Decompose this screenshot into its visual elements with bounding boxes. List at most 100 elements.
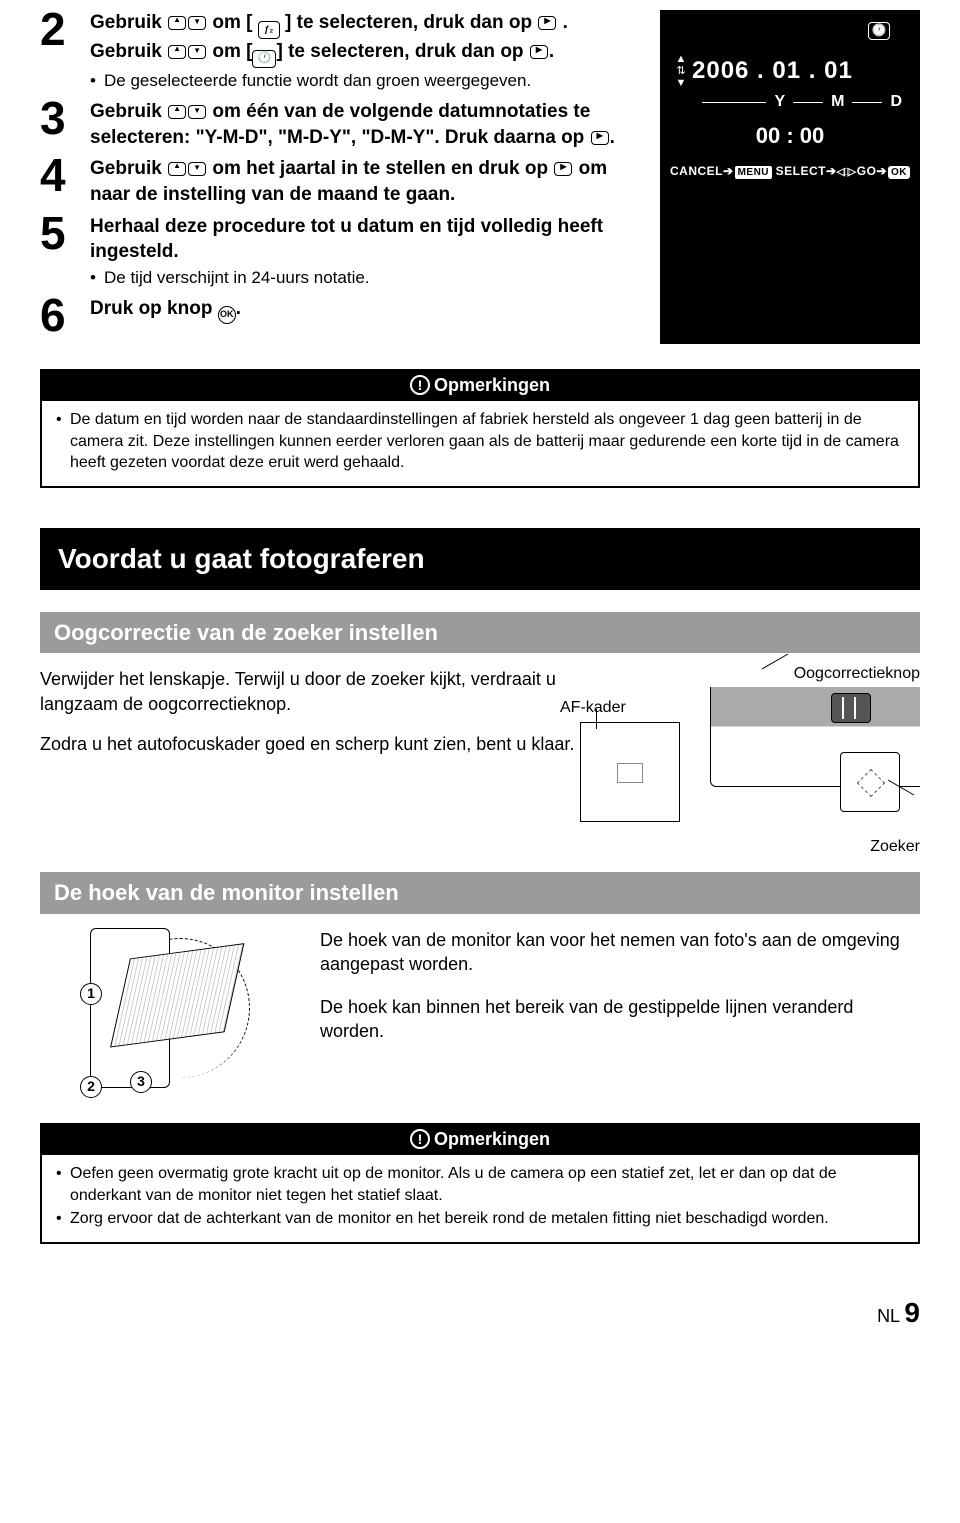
m: M xyxy=(831,91,844,113)
notes-2-banner: ! Opmerkingen xyxy=(40,1123,920,1155)
down-icon xyxy=(188,16,206,30)
step-5-body: Herhaal deze procedure tot u datum en ti… xyxy=(90,214,640,290)
notes-1-body: De datum en tijd worden naar de standaar… xyxy=(40,401,920,488)
up-icon xyxy=(168,162,186,176)
t: GO xyxy=(857,164,877,178)
oog-p1: Verwijder het lenskapje. Terwijl u door … xyxy=(40,667,600,716)
clock-icon: 🕐 xyxy=(868,22,890,40)
t: . xyxy=(549,41,554,62)
t: . xyxy=(236,298,241,319)
label-af: AF-kader xyxy=(560,697,626,719)
lcd-go: GO➔OK xyxy=(857,163,910,180)
camera-illustration xyxy=(710,687,920,787)
step-num-4: 4 xyxy=(40,152,90,198)
callout-2: 2 xyxy=(80,1076,102,1098)
label-oogcorrectie: Oogcorrectieknop xyxy=(794,663,920,685)
camera-screen-icon xyxy=(110,943,244,1047)
lcd-select: SELECT➔◁□▷ xyxy=(776,163,854,180)
dpad-icon: ◁□▷ xyxy=(837,165,855,180)
oog-diagram: Oogcorrectieknop AF-kader Zoeker xyxy=(620,667,920,857)
af-frame-icon xyxy=(580,722,680,822)
t: CANCEL xyxy=(670,164,723,178)
lang-label: NL xyxy=(877,1306,899,1326)
oog-text: Verwijder het lenskapje. Terwijl u door … xyxy=(40,667,600,772)
notes-2-item-2: Zorg ervoor dat de achterkant van de mon… xyxy=(56,1208,904,1230)
t: om [ xyxy=(212,12,257,33)
up-icon xyxy=(168,16,186,30)
ok-icon: OK xyxy=(888,166,910,180)
y: Y xyxy=(774,91,785,113)
t: Druk op knop xyxy=(90,298,218,319)
callout-1: 1 xyxy=(80,983,102,1005)
warning-icon: ! xyxy=(410,375,430,395)
monitor-row: 1 2 3 De hoek van de monitor kan voor he… xyxy=(40,928,920,1098)
step-4: 4 Gebruik om het jaartal in te stellen e… xyxy=(40,156,640,207)
step-5: 5 Herhaal deze procedure tot u datum en … xyxy=(40,214,640,290)
step-num-2: 2 xyxy=(40,6,90,52)
steps-region: 2 Gebruik om [ ƒ₂ ] te selecteren, druk … xyxy=(40,10,920,344)
right-icon xyxy=(538,16,556,30)
t: Gebruik xyxy=(90,12,167,33)
step-3-main: Gebruik om één van de volgende datumnota… xyxy=(90,99,640,150)
af-inner xyxy=(617,763,643,783)
notes-1-label: Opmerkingen xyxy=(434,373,550,397)
callout-3: 3 xyxy=(130,1071,152,1093)
notes-2: ! Opmerkingen Oefen geen overmatig grote… xyxy=(40,1123,920,1244)
notes-1: ! Opmerkingen De datum en tijd worden na… xyxy=(40,369,920,488)
updown-icon: ▲⇅▼ xyxy=(670,53,692,89)
page-footer: NL 9 xyxy=(40,1294,920,1332)
step-num-6: 6 xyxy=(40,292,90,338)
t: ] te selecteren, druk dan op xyxy=(280,12,538,33)
oog-p2: Zodra u het autofocuskader goed en scher… xyxy=(40,732,600,756)
lcd-footer: CANCEL➔MENU SELECT➔◁□▷ GO➔OK xyxy=(670,163,910,180)
step-2: 2 Gebruik om [ ƒ₂ ] te selecteren, druk … xyxy=(40,10,640,93)
step-3: 3 Gebruik om één van de volgende datumno… xyxy=(40,99,640,150)
step-6-main: Druk op knop OK. xyxy=(90,296,640,324)
t: om [ xyxy=(212,41,252,62)
warning-icon: ! xyxy=(410,1129,430,1149)
t: Gebruik xyxy=(90,101,167,122)
wrench-sq-icon: ƒ₂ xyxy=(258,21,280,39)
label-zoeker: Zoeker xyxy=(870,836,920,858)
step-5-sub: De tijd verschijnt in 24-uurs notatie. xyxy=(90,267,640,290)
step-2-sub: De geselecteerde functie wordt dan groen… xyxy=(90,70,640,93)
mon-p1: De hoek van de monitor kan voor het neme… xyxy=(320,928,920,977)
page-number: 9 xyxy=(904,1297,920,1328)
up-icon xyxy=(168,45,186,59)
step-2-main: Gebruik om [ ƒ₂ ] te selecteren, druk da… xyxy=(90,10,640,68)
lcd-date: 2006 . 01 . 01 xyxy=(692,55,853,87)
step-5-main: Herhaal deze procedure tot u datum en ti… xyxy=(90,214,640,265)
step-3-body: Gebruik om één van de volgende datumnota… xyxy=(90,99,640,150)
mon-p2: De hoek kan binnen het bereik van de ges… xyxy=(320,995,920,1044)
lcd-top: 🕐 xyxy=(670,18,910,41)
lcd-cancel: CANCEL➔MENU xyxy=(670,163,773,180)
notes-2-item-1: Oefen geen overmatig grote kracht uit op… xyxy=(56,1163,904,1206)
lcd-preview: 🕐 ▲⇅▼ 2006 . 01 . 01 Y M D 00 : 00 CANCE… xyxy=(660,10,920,344)
diopter-knob-icon xyxy=(831,693,871,723)
oog-row: Verwijder het lenskapje. Terwijl u door … xyxy=(40,667,920,857)
t: . xyxy=(610,127,615,148)
t: om het jaartal in te stellen en druk op xyxy=(212,158,553,179)
up-icon xyxy=(168,105,186,119)
monitor-text: De hoek van de monitor kan voor het neme… xyxy=(320,928,920,1061)
down-icon xyxy=(188,45,206,59)
lcd-ymd-row: Y M D xyxy=(670,91,910,113)
step-6-body: Druk op knop OK. xyxy=(90,296,640,324)
d: D xyxy=(890,91,902,113)
step-num-3: 3 xyxy=(40,95,90,141)
notes-1-item: De datum en tijd worden naar de standaar… xyxy=(56,409,904,474)
notes-2-label: Opmerkingen xyxy=(434,1127,550,1151)
down-icon xyxy=(188,162,206,176)
subsection-oog: Oogcorrectie van de zoeker instellen xyxy=(40,612,920,654)
step-6: 6 Druk op knop OK. xyxy=(40,296,640,338)
step-4-main: Gebruik om het jaartal in te stellen en … xyxy=(90,156,640,207)
section-heading: Voordat u gaat fotograferen xyxy=(40,528,920,590)
step-2-body: Gebruik om [ ƒ₂ ] te selecteren, druk da… xyxy=(90,10,640,93)
menu-icon: MENU xyxy=(735,166,772,180)
monitor-diagram: 1 2 3 xyxy=(80,928,290,1098)
t: SELECT xyxy=(776,164,826,178)
t: Gebruik xyxy=(90,158,167,179)
subsection-monitor: De hoek van de monitor instellen xyxy=(40,872,920,914)
down-icon xyxy=(188,105,206,119)
lcd-date-row: ▲⇅▼ 2006 . 01 . 01 xyxy=(670,53,910,89)
